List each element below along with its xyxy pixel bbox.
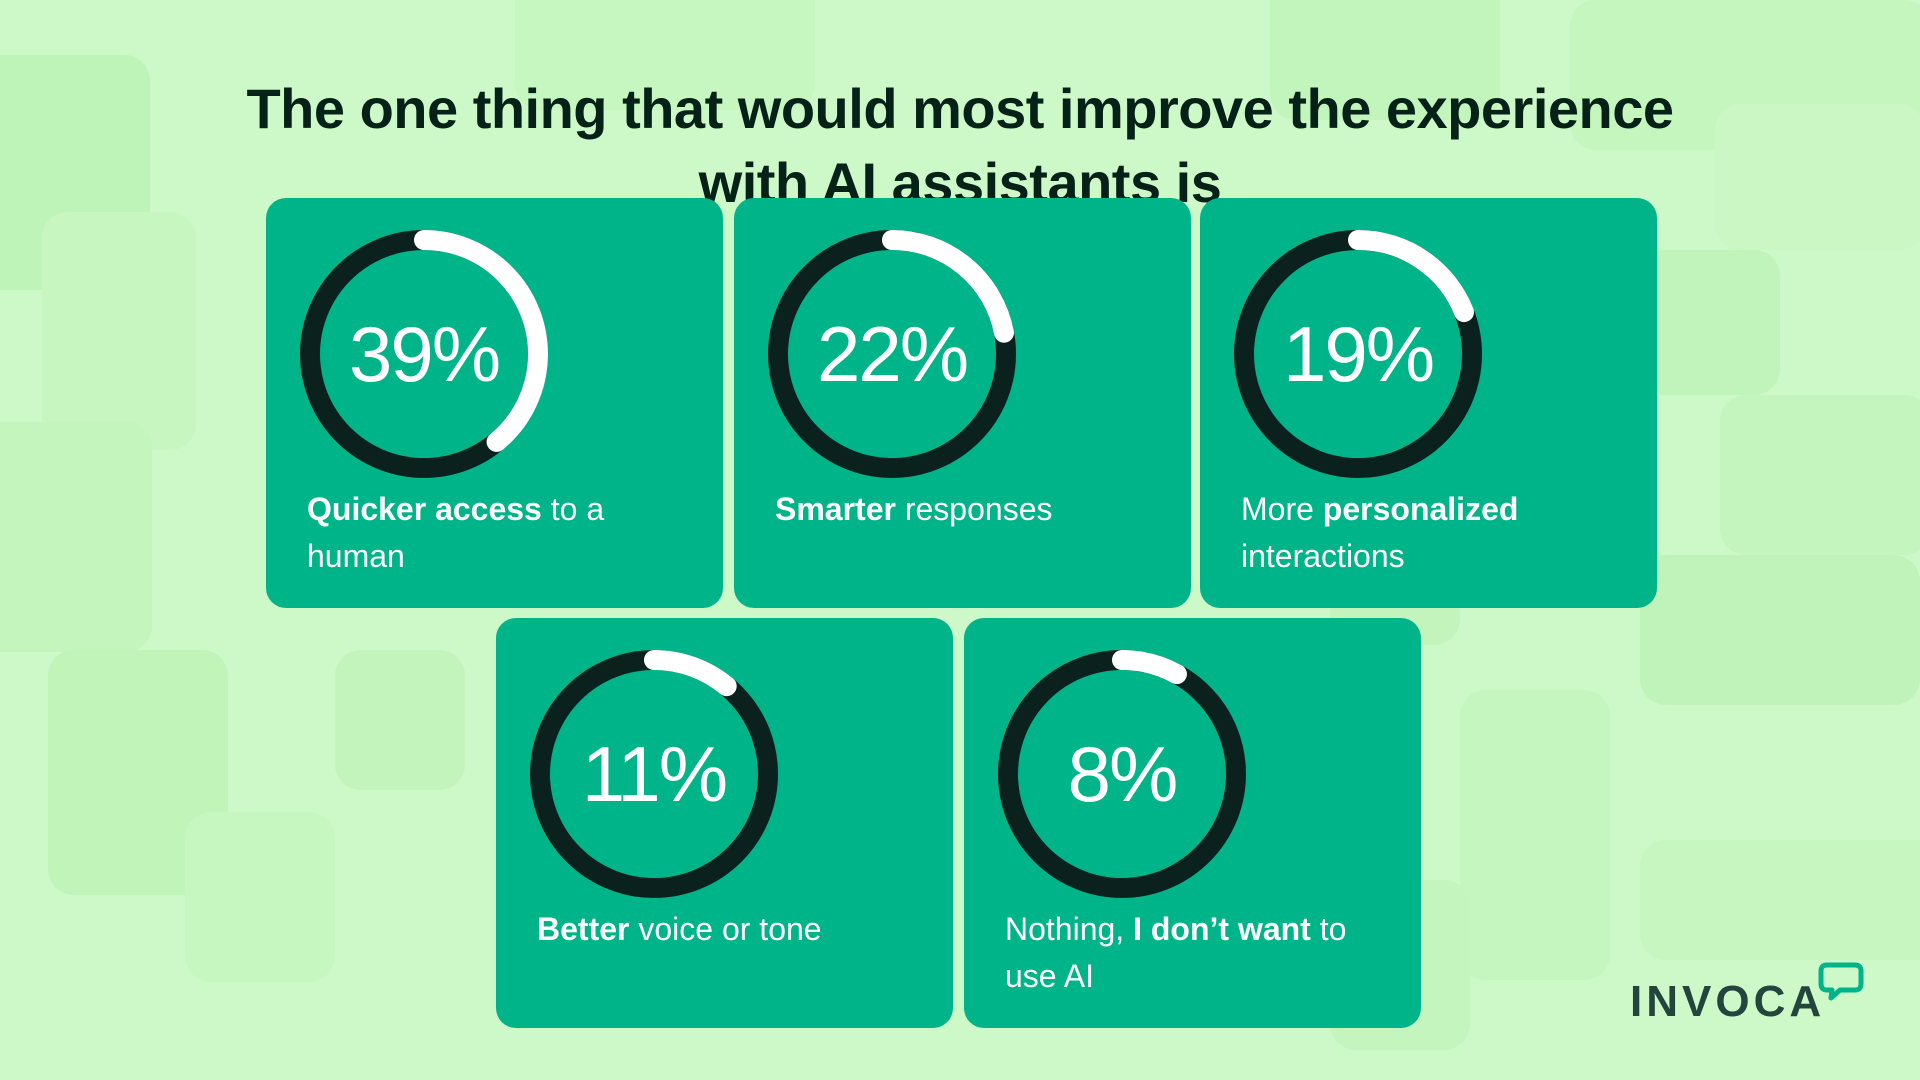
stat-card-personalized-interactions: 19% More personalized interactions: [1200, 198, 1657, 608]
label-text: interactions: [1241, 538, 1405, 574]
card-label: More personalized interactions: [1241, 486, 1631, 580]
progress-ring: [530, 650, 778, 898]
label-text: voice or tone: [629, 911, 822, 947]
ring-progress-arc: [530, 650, 778, 898]
progress-ring: [1234, 230, 1482, 478]
label-emphasis: Smarter: [775, 491, 896, 527]
progress-ring: [768, 230, 1016, 478]
progress-ring: [998, 650, 1246, 898]
speech-bubble-icon: [1818, 962, 1864, 1001]
label-emphasis: Quicker access: [307, 491, 542, 527]
label-text: to a human: [307, 491, 605, 574]
label-text: More: [1241, 491, 1323, 527]
label-emphasis: I don’t want: [1133, 911, 1311, 947]
stat-card-smarter-responses: 22% Smarter responses: [734, 198, 1191, 608]
invoca-logo: INVOCA: [1630, 962, 1870, 1032]
ring-progress-arc: [300, 230, 548, 478]
card-label: Quicker access to a human: [307, 486, 697, 580]
stat-card-nothing: 8% Nothing, I don’t want to use AI: [964, 618, 1421, 1028]
label-text: Nothing,: [1005, 911, 1134, 947]
percentage-value: 22%: [816, 309, 969, 398]
percentage-value: 39%: [348, 309, 501, 398]
progress-ring: [300, 230, 548, 478]
label-emphasis: Better: [537, 911, 630, 947]
card-label: Better voice or tone: [537, 906, 927, 953]
ring-progress-arc: [1234, 230, 1482, 478]
stat-card-quicker-access: 39% Quicker access to a human: [266, 198, 723, 608]
card-label: Nothing, I don’t want to use AI: [1005, 906, 1395, 1000]
logo-wordmark: INVOCA: [1630, 977, 1826, 1026]
card-label: Smarter responses: [775, 486, 1165, 533]
percentage-value: 19%: [1282, 309, 1435, 398]
percentage-value: 8%: [1067, 729, 1179, 818]
stat-card-voice-tone: 11% Better voice or tone: [496, 618, 953, 1028]
page-title: The one thing that would most improve th…: [160, 72, 1760, 220]
ring-progress-arc: [768, 230, 1016, 478]
label-text: responses: [895, 491, 1053, 527]
title-line-1: The one thing that would most improve th…: [246, 76, 1674, 140]
ring-progress-arc: [998, 650, 1246, 898]
label-text: to use AI: [1005, 911, 1347, 994]
label-emphasis: personalized: [1322, 491, 1519, 527]
percentage-value: 11%: [581, 729, 728, 818]
